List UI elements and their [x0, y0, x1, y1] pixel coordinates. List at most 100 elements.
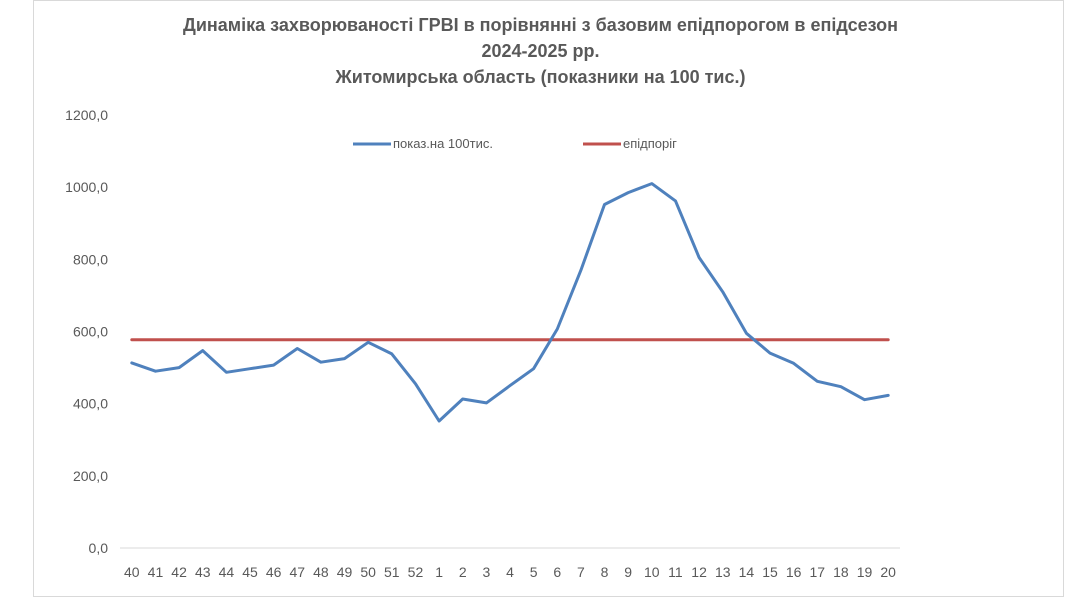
x-tick-label: 44 [219, 564, 235, 580]
threshold-point [769, 338, 772, 341]
threshold-point [201, 338, 204, 341]
x-tick-label: 51 [384, 564, 400, 580]
y-tick-label: 1000,0 [65, 179, 108, 195]
chart-title-line-2: 2024-2025 рр. [481, 41, 600, 61]
threshold-point [674, 338, 677, 341]
x-tick-label: 18 [833, 564, 849, 580]
incidence-point [438, 419, 441, 422]
threshold-point [579, 338, 582, 341]
x-tick-label: 45 [242, 564, 258, 580]
x-tick-label: 6 [553, 564, 561, 580]
threshold-point [485, 338, 488, 341]
threshold-point [863, 338, 866, 341]
threshold-point [178, 338, 181, 341]
incidence-point [414, 382, 417, 385]
x-tick-label: 52 [408, 564, 424, 580]
chart-title-line-1: Динаміка захворюваності ГРВІ в порівнянн… [183, 15, 898, 35]
x-tick-label: 43 [195, 564, 211, 580]
y-tick-label: 0,0 [89, 540, 109, 556]
x-tick-label: 8 [601, 564, 609, 580]
threshold-point [792, 338, 795, 341]
incidence-point [201, 349, 204, 352]
x-tick-label: 49 [337, 564, 353, 580]
incidence-point [485, 401, 488, 404]
incidence-point [698, 256, 701, 259]
chart-title-line-3: Житомирська область (показники на 100 ти… [335, 67, 746, 87]
x-tick-label: 14 [739, 564, 755, 580]
threshold-point [130, 338, 133, 341]
incidence-point [650, 182, 653, 185]
threshold-point [721, 338, 724, 341]
threshold-point [461, 338, 464, 341]
x-tick-label: 1 [435, 564, 443, 580]
threshold-point [532, 338, 535, 341]
incidence-point [272, 364, 275, 367]
y-tick-label: 800,0 [73, 251, 108, 267]
x-tick-label: 17 [809, 564, 825, 580]
threshold-point [627, 338, 630, 341]
x-tick-label: 11 [668, 564, 683, 580]
incidence-point [343, 357, 346, 360]
x-tick-label: 50 [360, 564, 376, 580]
incidence-point [863, 398, 866, 401]
x-tick-label: 47 [289, 564, 305, 580]
x-tick-label: 12 [691, 564, 707, 580]
threshold-point [319, 338, 322, 341]
incidence-point [721, 290, 724, 293]
incidence-point [509, 384, 512, 387]
x-tick-label: 3 [482, 564, 490, 580]
incidence-point [603, 203, 606, 206]
incidence-point [627, 191, 630, 194]
y-tick-label: 600,0 [73, 324, 108, 340]
threshold-point [414, 338, 417, 341]
incidence-point [579, 269, 582, 272]
threshold-point [603, 338, 606, 341]
x-tick-label: 40 [124, 564, 140, 580]
legend-label-threshold: епідпоріг [623, 136, 677, 151]
incidence-point [154, 370, 157, 373]
x-tick-label: 10 [644, 564, 660, 580]
x-tick-label: 2 [459, 564, 467, 580]
incidence-point [390, 352, 393, 355]
threshold-point [343, 338, 346, 341]
threshold-point [509, 338, 512, 341]
incidence-point [674, 199, 677, 202]
x-tick-label: 9 [624, 564, 632, 580]
incidence-point [225, 371, 228, 374]
threshold-point [816, 338, 819, 341]
y-tick-label: 400,0 [73, 396, 108, 412]
incidence-point [178, 366, 181, 369]
x-tick-label: 41 [148, 564, 164, 580]
threshold-point [296, 338, 299, 341]
incidence-point [461, 397, 464, 400]
threshold-point [390, 338, 393, 341]
incidence-point [296, 347, 299, 350]
chart-frame [33, 0, 1064, 597]
incidence-point [769, 352, 772, 355]
x-tick-label: 15 [762, 564, 778, 580]
threshold-point [438, 338, 441, 341]
threshold-point [698, 338, 701, 341]
legend-label-incidence: показ.на 100тис. [393, 136, 493, 151]
threshold-point [887, 338, 890, 341]
x-tick-label: 20 [880, 564, 896, 580]
incidence-point [556, 327, 559, 330]
x-tick-label: 42 [171, 564, 187, 580]
threshold-point [225, 338, 228, 341]
x-tick-label: 19 [857, 564, 873, 580]
threshold-point [249, 338, 252, 341]
x-tick-label: 46 [266, 564, 282, 580]
x-tick-label: 4 [506, 564, 514, 580]
y-tick-label: 1200,0 [65, 107, 108, 123]
incidence-point [887, 394, 890, 397]
incidence-point [130, 361, 133, 364]
threshold-point [745, 338, 748, 341]
y-tick-label: 200,0 [73, 468, 108, 484]
chart-title: Динаміка захворюваності ГРВІ в порівнянн… [0, 12, 1081, 90]
threshold-point [839, 338, 842, 341]
series-line-incidence [130, 182, 890, 423]
incidence-point [367, 341, 370, 344]
incidence-point [319, 361, 322, 364]
incidence-point [249, 367, 252, 370]
